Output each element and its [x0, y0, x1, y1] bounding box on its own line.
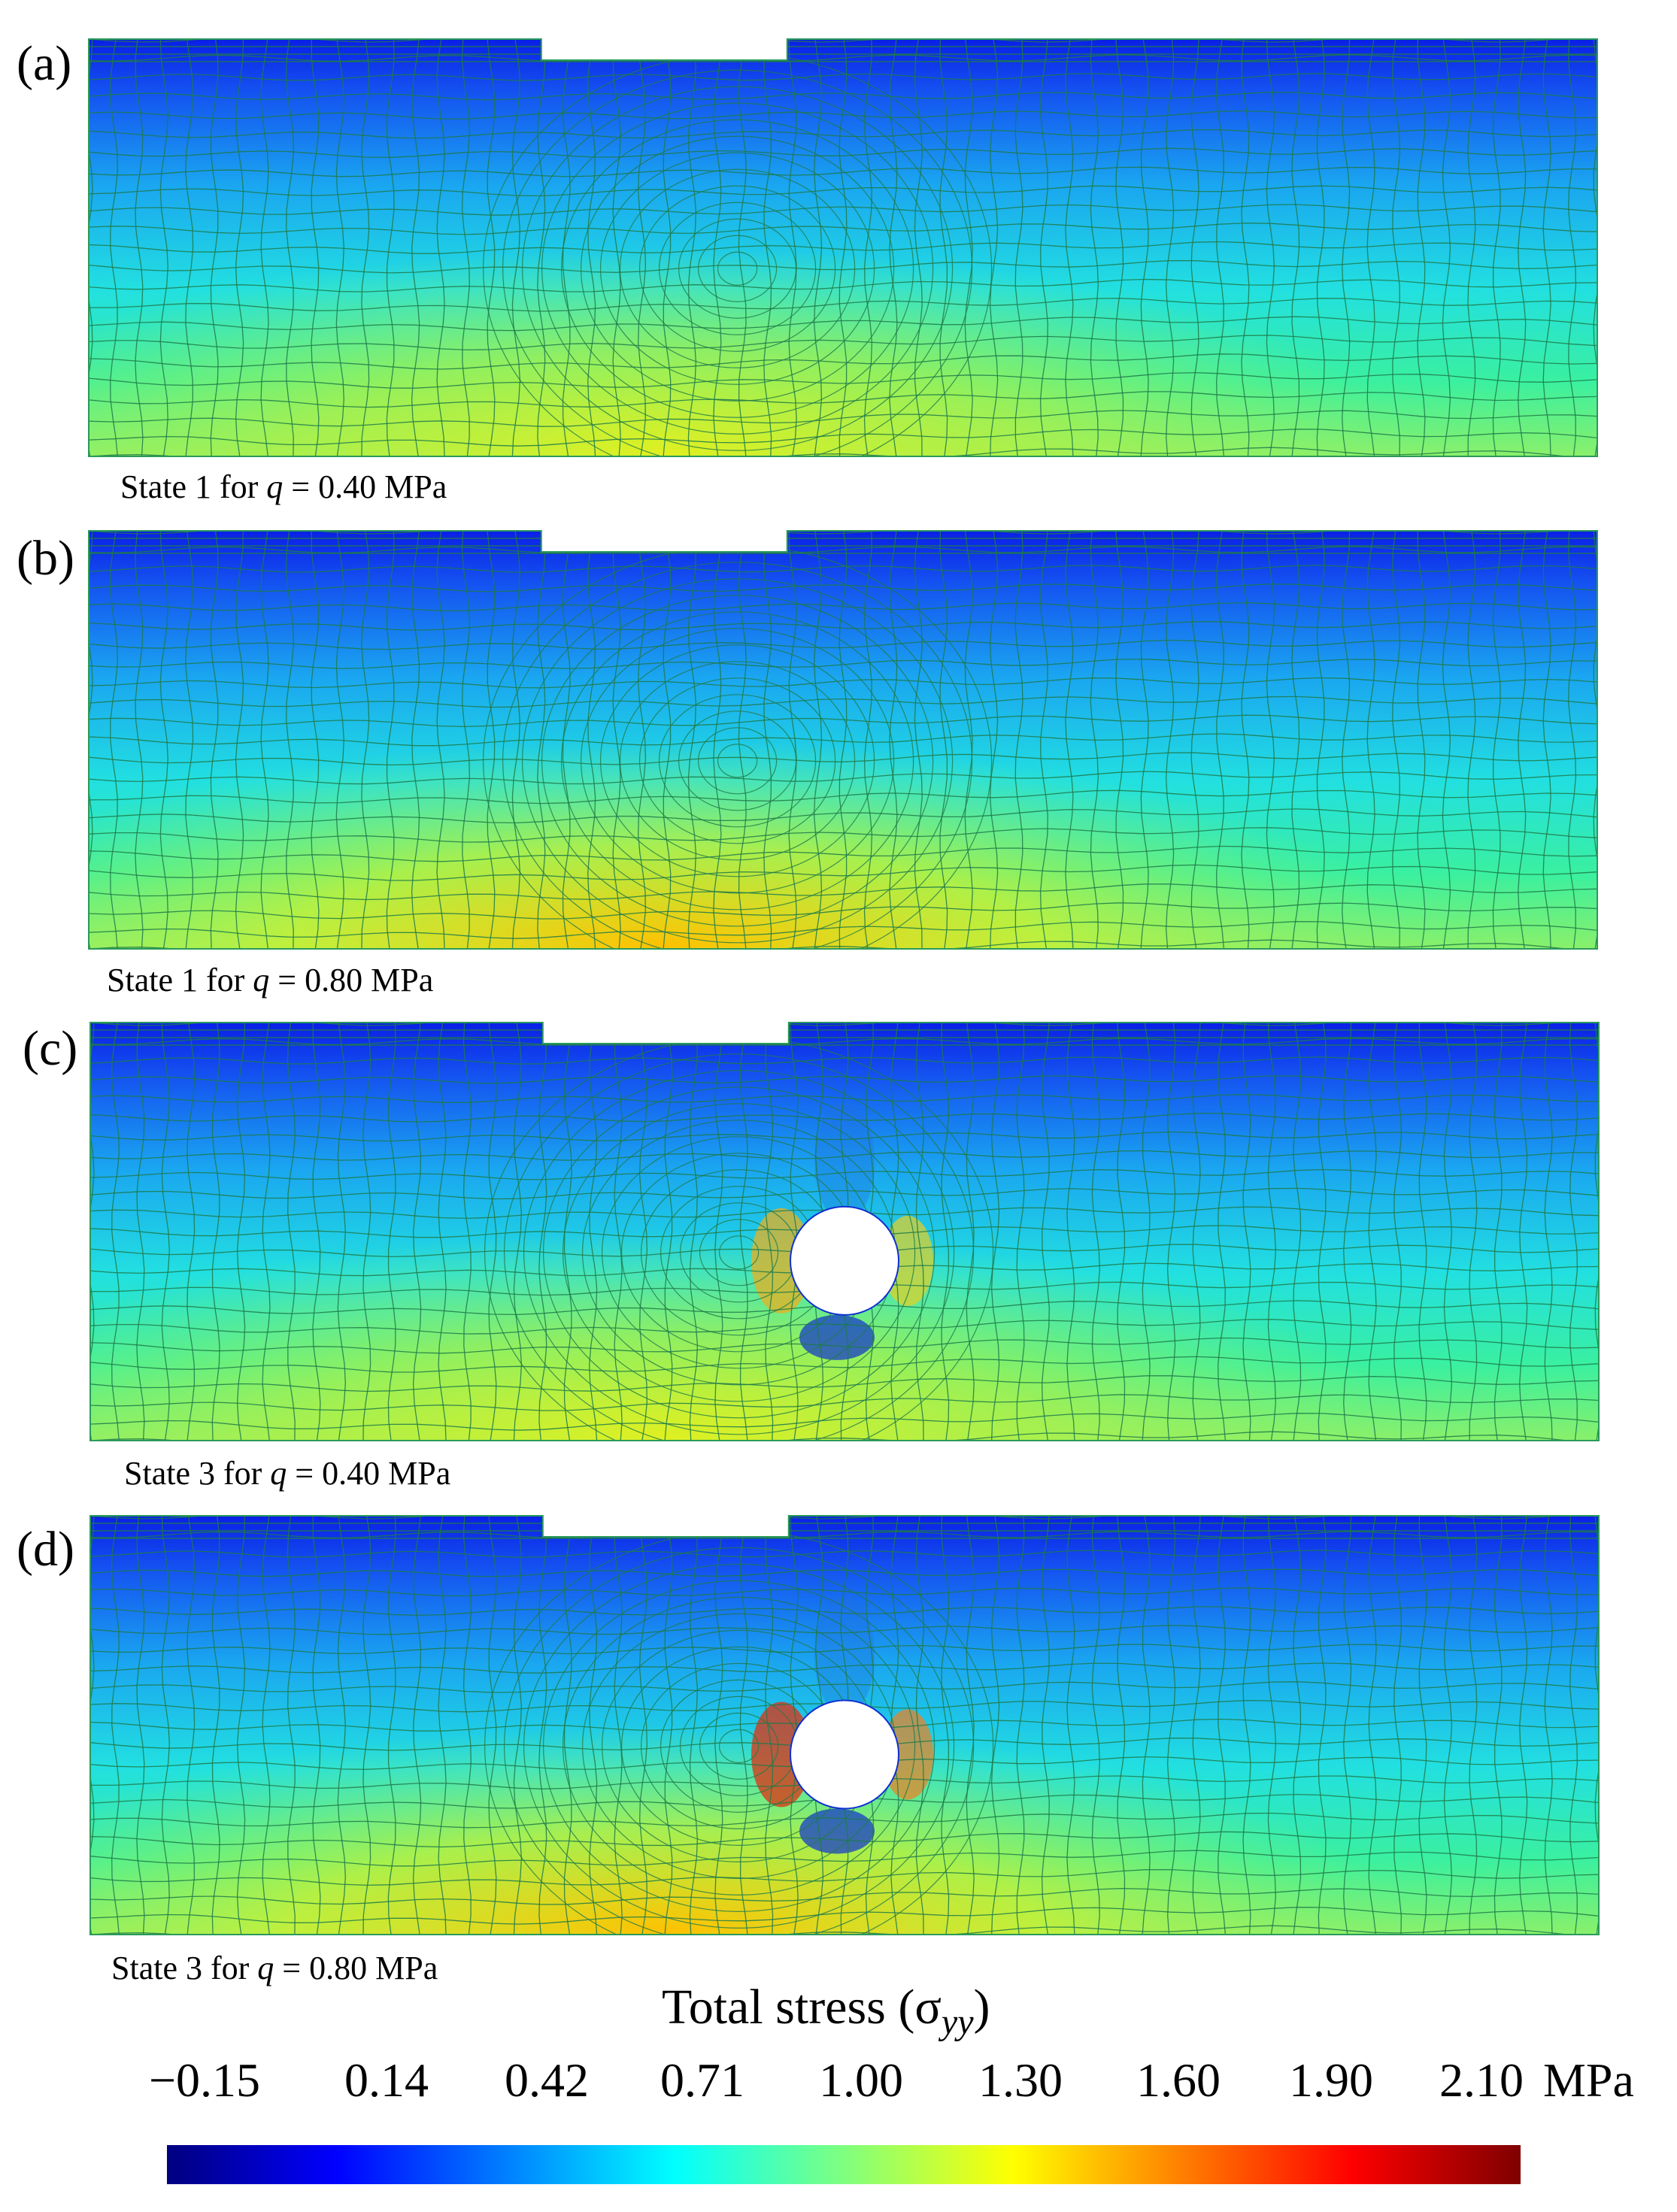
- colorbar-tick-label: 0.14: [344, 2053, 429, 2107]
- caption-value: = 0.80 MPa: [274, 1950, 438, 1986]
- colorbar-tick-label: −0.15: [148, 2053, 261, 2107]
- stress-contour-mesh: [89, 1022, 1600, 1441]
- caption-variable: q: [266, 468, 284, 505]
- colorbar-tick-label: 1.60: [1136, 2053, 1221, 2107]
- panel-d: (d) State 3 for q = 0.80 MPa: [17, 1515, 1600, 1987]
- stress-contour-mesh: [88, 530, 1598, 950]
- panel-c: (c) State 3 for q = 0.40 MPa: [23, 1021, 1600, 1492]
- colorbar-tick-label: 0.71: [660, 2053, 744, 2107]
- colorbar-tick-label: 0.42: [505, 2053, 589, 2107]
- caption-value: = 0.80 MPa: [269, 962, 434, 998]
- panel-caption: State 1 for q = 0.40 MPa: [120, 468, 447, 506]
- caption-value: = 0.40 MPa: [287, 1455, 451, 1492]
- panel-caption: State 3 for q = 0.40 MPa: [124, 1454, 450, 1492]
- panel-letter: (a): [17, 36, 72, 91]
- caption-text: State 3 for: [124, 1455, 271, 1492]
- panel-caption: State 1 for q = 0.80 MPa: [107, 961, 433, 999]
- caption-value: = 0.40 MPa: [283, 468, 447, 505]
- panel-letter: (c): [23, 1021, 78, 1076]
- colorbar-unit-label: MPa: [1543, 2053, 1634, 2107]
- stress-contour-mesh: [89, 1515, 1600, 1935]
- caption-variable: q: [270, 1455, 287, 1492]
- colorbar-title-text: Total stress (σ: [662, 1980, 942, 2035]
- colorbar-tick-label: 2.10: [1439, 2053, 1524, 2107]
- caption-text: State 1 for: [107, 962, 253, 998]
- colorbar-tick-labels: −0.15 0.14 0.42 0.71 1.00 1.30 1.60 1.90…: [0, 2053, 1677, 2113]
- stress-contour-mesh: [88, 38, 1598, 457]
- panel-a: (a) State 1 for q = 0.40 MPa: [0, 0, 1677, 519]
- colorbar-title: Total stress (σyy): [662, 1979, 990, 2043]
- caption-text: State 1 for: [120, 468, 267, 505]
- colorbar-title-close: ): [973, 1980, 990, 2035]
- panel-letter: (d): [17, 1522, 74, 1577]
- caption-variable: q: [253, 962, 270, 998]
- panel-b: (b) State 1 for q = 0.80 MPa: [0, 0, 1677, 1015]
- colorbar-tick-label: 1.00: [819, 2053, 903, 2107]
- colorbar-tick-label: 1.90: [1289, 2053, 1373, 2107]
- caption-variable: q: [257, 1950, 274, 1986]
- caption-text: State 3 for: [111, 1950, 258, 1986]
- colorbar-gradient: [167, 2145, 1521, 2184]
- panel-caption: State 3 for q = 0.80 MPa: [111, 1949, 438, 1987]
- colorbar-title-subscript: yy: [941, 2002, 974, 2043]
- colorbar-tick-label: 1.30: [978, 2053, 1063, 2107]
- panel-letter: (b): [17, 531, 74, 586]
